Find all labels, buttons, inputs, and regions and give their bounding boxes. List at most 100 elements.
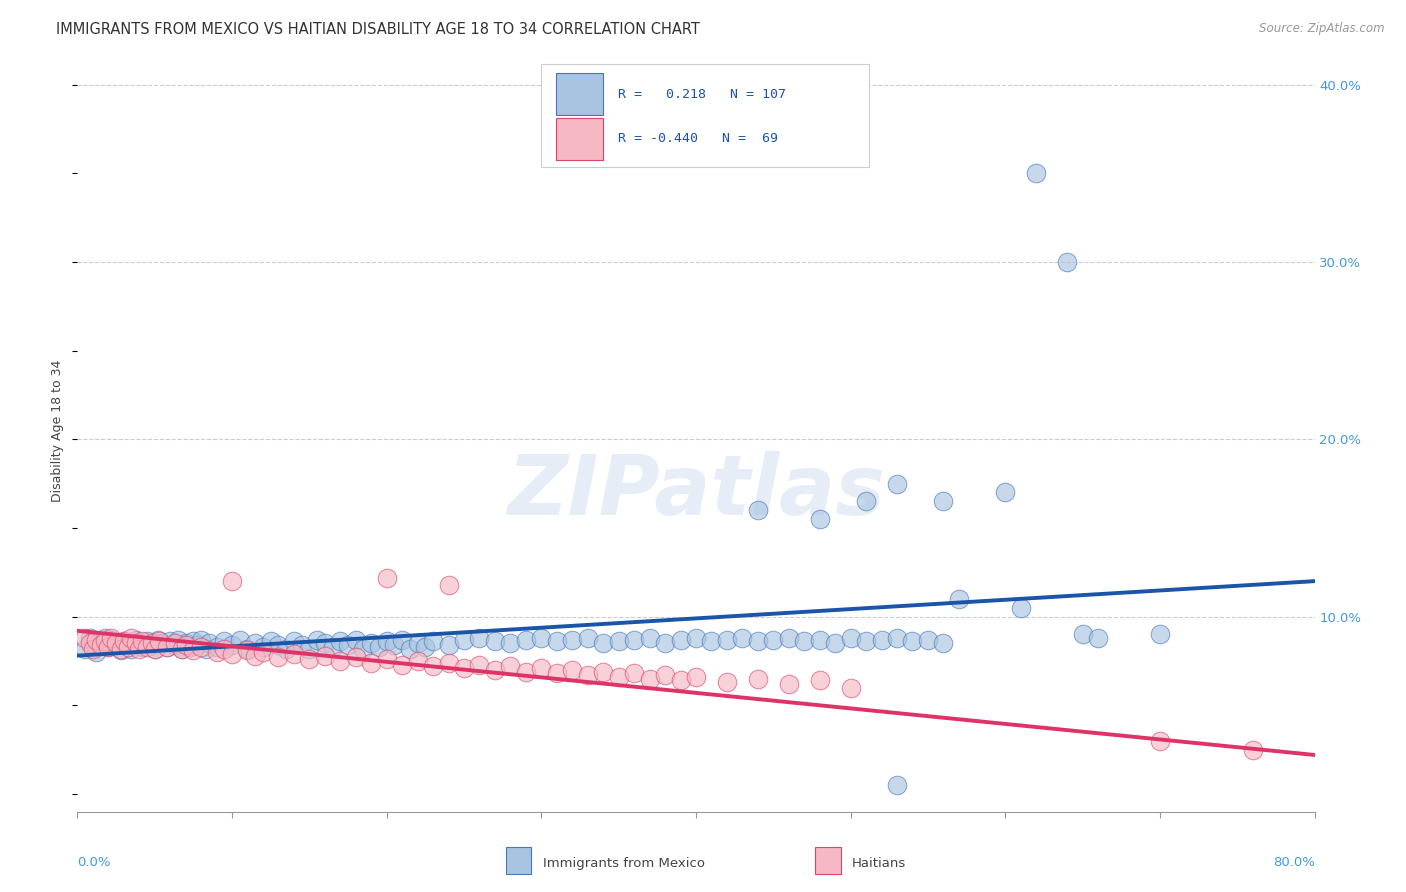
Point: [131, 640, 153, 654]
Point: [174, 636, 197, 650]
Point: [607, 670, 630, 684]
Point: [236, 643, 259, 657]
Point: [252, 640, 274, 654]
Point: [187, 638, 209, 652]
Point: [808, 673, 831, 688]
Point: [97, 640, 120, 654]
Point: [1071, 627, 1094, 641]
Point: [252, 645, 274, 659]
Point: [152, 636, 174, 650]
Point: [793, 634, 815, 648]
Point: [298, 652, 321, 666]
Point: [112, 634, 135, 648]
Point: [156, 640, 179, 654]
Point: [453, 632, 475, 647]
Point: [174, 638, 197, 652]
Point: [375, 634, 398, 648]
Bar: [557, 73, 603, 115]
Point: [156, 640, 179, 654]
Point: [747, 672, 769, 686]
Point: [669, 632, 692, 647]
Point: [221, 647, 243, 661]
Point: [747, 503, 769, 517]
Point: [105, 636, 128, 650]
Point: [437, 638, 460, 652]
Point: [499, 636, 522, 650]
Point: [79, 631, 101, 645]
Point: [121, 641, 143, 656]
Point: [360, 656, 382, 670]
Point: [1087, 631, 1109, 645]
Point: [267, 650, 290, 665]
Point: [422, 659, 444, 673]
Point: [375, 652, 398, 666]
Point: [117, 638, 139, 652]
Point: [100, 631, 122, 645]
Point: [110, 643, 132, 657]
Point: [546, 666, 568, 681]
Point: [329, 634, 352, 648]
Point: [1149, 627, 1171, 641]
Point: [716, 675, 738, 690]
Point: [143, 641, 166, 656]
Point: [141, 638, 163, 652]
Point: [669, 673, 692, 688]
Point: [886, 778, 908, 792]
Point: [453, 661, 475, 675]
Point: [283, 647, 305, 661]
Point: [422, 634, 444, 648]
Point: [194, 641, 217, 656]
Point: [855, 634, 877, 648]
Point: [276, 641, 298, 656]
Point: [499, 659, 522, 673]
Point: [84, 632, 107, 647]
Point: [121, 631, 143, 645]
Point: [530, 661, 553, 675]
Point: [948, 591, 970, 606]
Point: [329, 654, 352, 668]
Point: [79, 636, 101, 650]
Point: [685, 670, 707, 684]
Point: [384, 638, 406, 652]
Point: [778, 677, 800, 691]
Point: [638, 672, 661, 686]
Point: [94, 631, 117, 645]
Point: [808, 632, 831, 647]
Point: [110, 641, 132, 656]
Point: [368, 640, 391, 654]
Point: [260, 634, 283, 648]
Point: [141, 636, 163, 650]
Text: IMMIGRANTS FROM MEXICO VS HAITIAN DISABILITY AGE 18 TO 34 CORRELATION CHART: IMMIGRANTS FROM MEXICO VS HAITIAN DISABI…: [56, 22, 700, 37]
Point: [391, 632, 413, 647]
Point: [314, 636, 336, 650]
Point: [136, 640, 159, 654]
Text: ZIPatlas: ZIPatlas: [508, 450, 884, 532]
Point: [592, 636, 614, 650]
Point: [1056, 255, 1078, 269]
Point: [437, 656, 460, 670]
Point: [183, 634, 205, 648]
Point: [917, 632, 939, 647]
Point: [344, 650, 367, 665]
Point: [90, 638, 112, 652]
Point: [84, 645, 107, 659]
Point: [731, 631, 754, 645]
Point: [391, 657, 413, 672]
Bar: [557, 118, 603, 160]
Point: [314, 648, 336, 663]
Point: [291, 638, 314, 652]
Point: [198, 636, 221, 650]
Point: [437, 577, 460, 591]
Point: [1025, 166, 1047, 180]
Point: [163, 638, 186, 652]
Point: [360, 636, 382, 650]
Point: [561, 663, 583, 677]
Point: [484, 663, 506, 677]
Point: [322, 640, 344, 654]
Point: [886, 476, 908, 491]
Point: [236, 641, 259, 656]
Point: [94, 634, 117, 648]
Point: [576, 668, 599, 682]
Point: [716, 632, 738, 647]
Point: [623, 666, 645, 681]
